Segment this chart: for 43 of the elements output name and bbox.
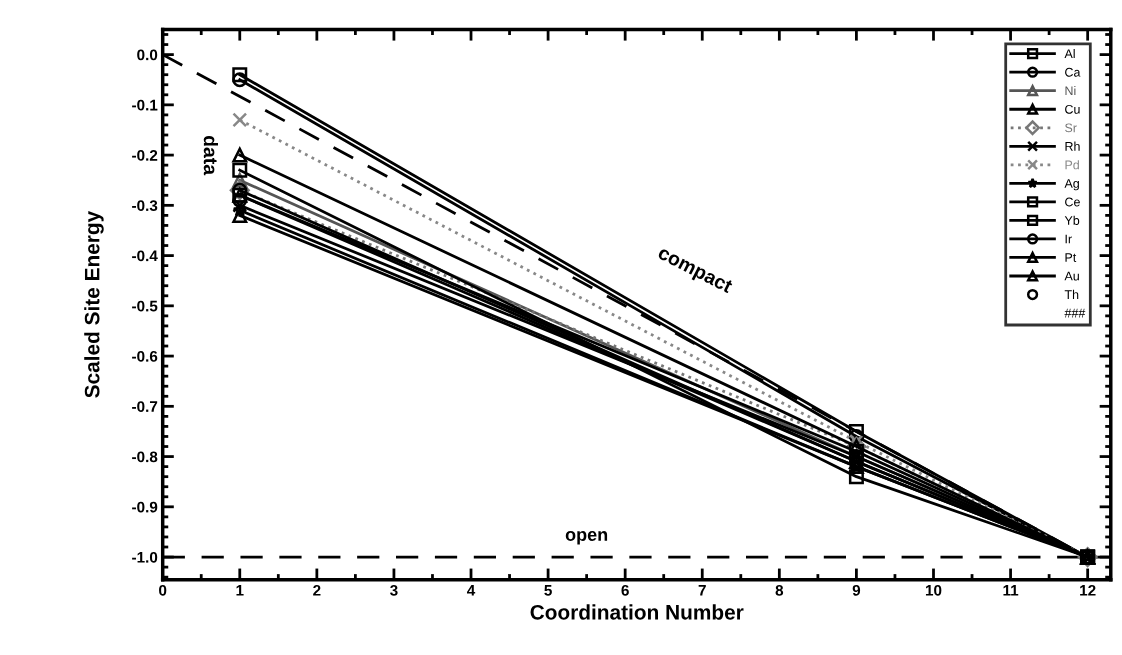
legend-label: Au xyxy=(1064,271,1079,281)
x-tick-label: 6 xyxy=(621,584,629,596)
y-tick-label: -0.5 xyxy=(132,300,158,312)
x-tick-label: 4 xyxy=(467,585,476,596)
legend-label: Sr xyxy=(1065,123,1077,133)
legend-label: Ir xyxy=(1065,234,1072,244)
legend-label: Ce xyxy=(1065,197,1080,207)
legend-label: ### xyxy=(1064,308,1086,318)
legend-label: Al xyxy=(1064,48,1075,59)
legend-label: Th xyxy=(1064,289,1079,299)
x-tick-label: 5 xyxy=(544,585,552,596)
legend-label: Ni xyxy=(1065,86,1076,96)
legend-label: Yb xyxy=(1064,215,1080,225)
x-axis-title: Coordination Number xyxy=(530,604,744,620)
x-tick-label: 1 xyxy=(236,585,244,596)
y-tick-label: -0.9 xyxy=(132,501,158,513)
legend-label: Pt xyxy=(1065,253,1077,262)
legend-label: Pd xyxy=(1065,160,1079,170)
y-tick-label: -0.6 xyxy=(132,350,158,362)
x-tick-label: 0 xyxy=(159,584,167,596)
x-tick-label: 9 xyxy=(852,584,861,596)
x-tick-label: 7 xyxy=(698,585,706,596)
legend-label: Ag xyxy=(1064,179,1079,191)
y-tick-label: -0.7 xyxy=(132,401,158,413)
y-tick-label: -0.2 xyxy=(132,149,158,161)
y-tick-label: -0.4 xyxy=(132,250,158,262)
annotation: data xyxy=(203,135,218,176)
ref-line-label: open xyxy=(565,531,608,545)
x-tick-label: 3 xyxy=(390,584,398,596)
legend-label: Cu xyxy=(1065,104,1080,114)
x-tick-label: 12 xyxy=(1080,584,1096,596)
y-tick-label: -1.0 xyxy=(132,551,158,563)
legend-label: Rh xyxy=(1065,141,1080,151)
x-tick-label: 2 xyxy=(313,584,321,596)
y-tick-label: -0.8 xyxy=(132,451,158,463)
x-tick-label: 10 xyxy=(925,584,942,596)
x-tick-label: 11 xyxy=(1003,585,1019,596)
y-tick-label: -0.1 xyxy=(132,99,158,111)
y-tick-label: 0.0 xyxy=(137,49,158,61)
y-axis-title: Scaled Site Energy xyxy=(84,210,104,398)
legend-label: Ca xyxy=(1065,67,1081,77)
y-tick-label: -0.3 xyxy=(132,200,158,212)
x-tick-label: 8 xyxy=(775,584,784,596)
